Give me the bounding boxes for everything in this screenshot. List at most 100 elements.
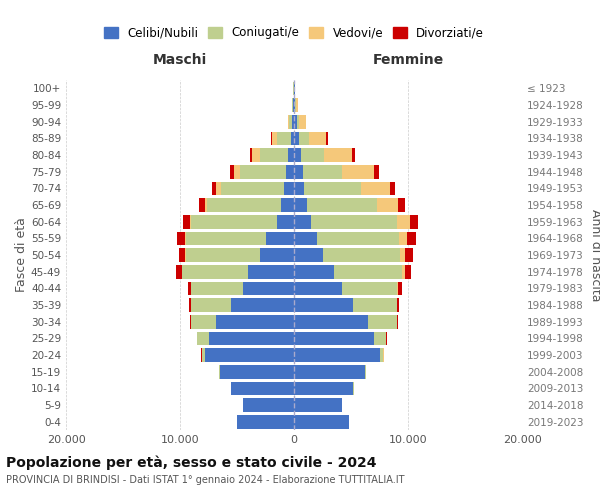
Bar	[323, 248, 400, 262]
Bar	[205, 348, 294, 362]
Text: Femmine: Femmine	[373, 52, 443, 66]
Bar	[374, 165, 379, 178]
Bar	[219, 365, 220, 378]
Text: Maschi: Maschi	[153, 52, 207, 66]
Bar	[294, 365, 365, 378]
Bar	[232, 298, 294, 312]
Bar	[294, 415, 349, 428]
Bar	[197, 332, 209, 345]
Bar	[294, 182, 304, 195]
Bar	[353, 298, 397, 312]
Bar	[294, 398, 342, 412]
Bar	[190, 215, 191, 228]
Bar	[190, 315, 191, 328]
Bar	[296, 98, 298, 112]
Bar	[397, 215, 410, 228]
Bar	[176, 265, 182, 278]
Bar	[294, 332, 374, 345]
Bar	[271, 132, 272, 145]
Bar	[189, 298, 191, 312]
Bar	[342, 282, 397, 295]
Bar	[217, 182, 221, 195]
Bar	[404, 248, 413, 262]
Bar	[294, 98, 295, 112]
Bar	[294, 132, 299, 145]
Y-axis label: Fasce di età: Fasce di età	[15, 218, 28, 292]
Bar	[377, 198, 398, 212]
Bar	[205, 198, 208, 212]
Bar	[281, 198, 294, 212]
Bar	[241, 165, 286, 178]
Bar	[230, 165, 233, 178]
Bar	[265, 232, 294, 245]
Bar	[365, 365, 366, 378]
Bar	[191, 282, 242, 295]
Bar	[294, 215, 311, 228]
Bar	[217, 315, 294, 328]
Bar	[184, 215, 190, 228]
Bar	[295, 98, 296, 112]
Bar	[260, 248, 294, 262]
Bar	[403, 265, 404, 278]
Bar	[242, 282, 294, 295]
Bar	[326, 132, 328, 145]
Bar	[290, 132, 294, 145]
Bar	[294, 165, 302, 178]
Bar	[220, 365, 294, 378]
Bar	[284, 182, 294, 195]
Bar	[397, 315, 398, 328]
Bar	[202, 348, 205, 362]
Bar	[242, 398, 294, 412]
Bar	[294, 198, 307, 212]
Bar	[294, 298, 353, 312]
Bar	[398, 282, 402, 295]
Bar	[294, 315, 368, 328]
Text: PROVINCIA DI BRINDISI - Dati ISTAT 1° gennaio 2024 - Elaborazione TUTTITALIA.IT: PROVINCIA DI BRINDISI - Dati ISTAT 1° ge…	[6, 475, 404, 485]
Bar	[292, 115, 294, 128]
Bar	[294, 115, 297, 128]
Bar	[179, 248, 185, 262]
Bar	[323, 148, 352, 162]
Bar	[186, 232, 265, 245]
Bar	[212, 182, 217, 195]
Bar	[294, 348, 380, 362]
Bar	[299, 115, 306, 128]
Bar	[182, 265, 248, 278]
Bar	[294, 148, 301, 162]
Bar	[277, 215, 294, 228]
Bar	[191, 298, 232, 312]
Bar	[188, 282, 191, 295]
Bar	[250, 148, 252, 162]
Bar	[317, 232, 399, 245]
Bar	[311, 215, 397, 228]
Bar	[292, 98, 293, 112]
Bar	[221, 182, 284, 195]
Bar	[208, 198, 281, 212]
Bar	[289, 148, 294, 162]
Bar	[374, 332, 386, 345]
Bar	[380, 348, 383, 362]
Bar	[294, 232, 317, 245]
Bar	[199, 198, 205, 212]
Bar	[398, 198, 404, 212]
Bar	[352, 148, 355, 162]
Bar	[304, 182, 361, 195]
Bar	[390, 182, 395, 195]
Bar	[302, 165, 343, 178]
Bar	[209, 332, 294, 345]
Bar	[399, 232, 407, 245]
Bar	[397, 298, 400, 312]
Bar	[297, 115, 299, 128]
Bar	[301, 148, 323, 162]
Bar	[232, 382, 294, 395]
Bar	[248, 265, 294, 278]
Text: Popolazione per età, sesso e stato civile - 2024: Popolazione per età, sesso e stato civil…	[6, 455, 377, 469]
Bar	[294, 282, 342, 295]
Bar	[260, 148, 289, 162]
Bar	[294, 265, 334, 278]
Y-axis label: Anni di nascita: Anni di nascita	[589, 209, 600, 301]
Bar	[343, 165, 374, 178]
Bar	[307, 198, 377, 212]
Bar	[407, 232, 416, 245]
Bar	[191, 215, 277, 228]
